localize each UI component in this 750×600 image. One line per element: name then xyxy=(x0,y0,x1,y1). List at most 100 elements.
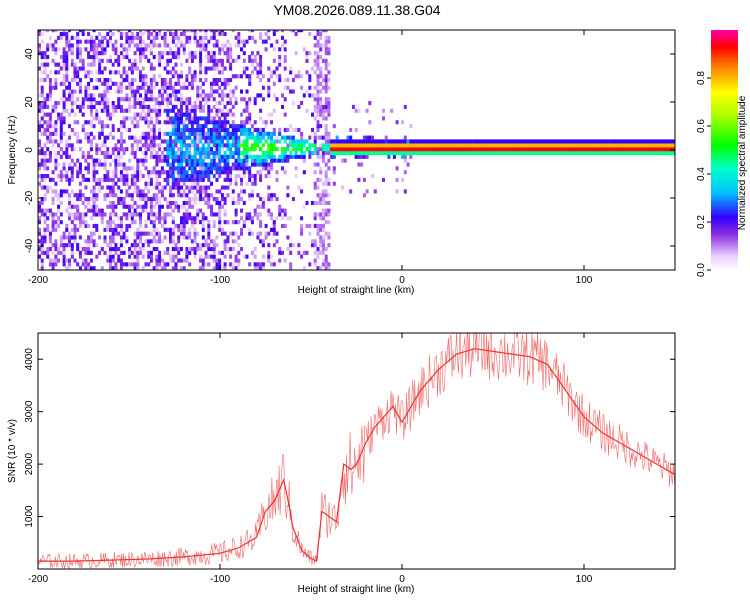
heatmap-cell xyxy=(275,197,279,202)
heatmap-cell xyxy=(436,143,440,148)
x-tick-label: -100 xyxy=(210,275,230,286)
heatmap-cell xyxy=(220,31,224,36)
heatmap-cell xyxy=(48,120,52,125)
heatmap-cell xyxy=(133,174,137,179)
heatmap-cell xyxy=(259,55,263,60)
heatmap-cell xyxy=(207,227,211,232)
heatmap-cell xyxy=(313,131,317,136)
heatmap-cell xyxy=(316,151,320,156)
heatmap-cell xyxy=(199,93,203,98)
heatmap-cell xyxy=(122,231,126,236)
heatmap-cell xyxy=(586,143,590,148)
heatmap-cell xyxy=(605,139,609,144)
heatmap-cell xyxy=(122,177,126,182)
heatmap-cell xyxy=(174,93,178,98)
heatmap-cell xyxy=(190,120,194,125)
heatmap-cell xyxy=(92,243,96,248)
heatmap-cell xyxy=(76,104,80,109)
heatmap-cell xyxy=(109,212,112,217)
heatmap-cell xyxy=(234,254,238,259)
heatmap-cell xyxy=(163,197,167,202)
heatmap-cell xyxy=(119,124,123,129)
heatmap-cell xyxy=(130,116,134,121)
heatmap-cell xyxy=(321,78,325,83)
heatmap-cell xyxy=(100,247,104,252)
heatmap-cell xyxy=(665,151,669,156)
heatmap-cell xyxy=(245,162,249,167)
heatmap-cell xyxy=(65,51,69,56)
heatmap-cell xyxy=(155,231,159,236)
heatmap-cell xyxy=(177,162,181,167)
heatmap-cell xyxy=(199,62,203,67)
heatmap-cell xyxy=(65,147,69,152)
heatmap-cell xyxy=(109,131,112,136)
heatmap-cell xyxy=(229,43,233,48)
heatmap-cell xyxy=(106,97,110,102)
heatmap-cell xyxy=(261,127,265,132)
heatmap-cell xyxy=(43,227,47,232)
heatmap-cell xyxy=(122,108,126,113)
heatmap-cell xyxy=(210,170,213,175)
heatmap-cell xyxy=(543,151,546,156)
heatmap-cell xyxy=(70,212,74,217)
heatmap-cell xyxy=(193,112,197,117)
heatmap-cell xyxy=(229,177,233,182)
heatmap-cell xyxy=(136,258,140,263)
heatmap-cell xyxy=(166,212,170,217)
heatmap-cell xyxy=(163,170,167,175)
colorbar-gradient xyxy=(711,30,738,270)
heatmap-cell xyxy=(40,101,44,106)
heatmap-cell xyxy=(166,247,170,252)
heatmap-cell xyxy=(106,89,110,94)
heatmap-cell xyxy=(603,139,607,144)
heatmap-cell xyxy=(234,177,238,182)
heatmap-cell xyxy=(261,166,265,171)
heatmap-cell xyxy=(84,39,88,44)
heatmap-cell xyxy=(92,223,96,228)
heatmap-cell xyxy=(204,131,208,136)
heatmap-cell xyxy=(43,162,47,167)
heatmap-cell xyxy=(207,243,211,248)
heatmap-cell xyxy=(144,81,148,86)
heatmap-cell xyxy=(534,151,538,156)
heatmap-cell xyxy=(87,93,91,98)
heatmap-cell xyxy=(84,266,88,270)
heatmap-cell xyxy=(324,162,328,167)
heatmap-cell xyxy=(218,116,222,121)
heatmap-cell xyxy=(242,143,246,148)
heatmap-cell xyxy=(256,216,260,221)
heatmap-cell xyxy=(573,139,577,144)
heatmap-cell xyxy=(231,189,235,194)
heatmap-cell xyxy=(130,166,134,171)
heatmap-cell xyxy=(68,124,71,129)
heatmap-cell xyxy=(242,162,246,167)
heatmap-cell xyxy=(281,154,284,159)
heatmap-cell xyxy=(125,212,129,217)
heatmap-cell xyxy=(540,147,544,152)
heatmap-cell xyxy=(177,151,181,156)
heatmap-cell xyxy=(371,151,375,156)
heatmap-cell xyxy=(147,254,151,259)
heatmap-cell xyxy=(240,127,243,132)
heatmap-cell xyxy=(48,135,52,140)
heatmap-cell xyxy=(229,101,233,106)
heatmap-cell xyxy=(155,262,159,267)
heatmap-cell xyxy=(234,231,238,236)
heatmap-cell xyxy=(136,97,140,102)
heatmap-cell xyxy=(529,139,533,144)
heatmap-cell xyxy=(474,151,478,156)
heatmap-cell xyxy=(117,104,121,109)
heatmap-cell xyxy=(210,120,213,125)
heatmap-cell xyxy=(109,258,112,263)
heatmap-cell xyxy=(65,177,69,182)
heatmap-cell xyxy=(199,58,203,63)
heatmap-cell xyxy=(313,62,317,67)
heatmap-cell xyxy=(87,55,91,60)
heatmap-cell xyxy=(65,154,69,159)
heatmap-cell xyxy=(171,116,175,121)
heatmap-cell xyxy=(515,143,519,148)
heatmap-cell xyxy=(177,131,181,136)
heatmap-cell xyxy=(111,101,115,106)
heatmap-cell xyxy=(660,147,664,152)
heatmap-cell xyxy=(649,143,653,148)
